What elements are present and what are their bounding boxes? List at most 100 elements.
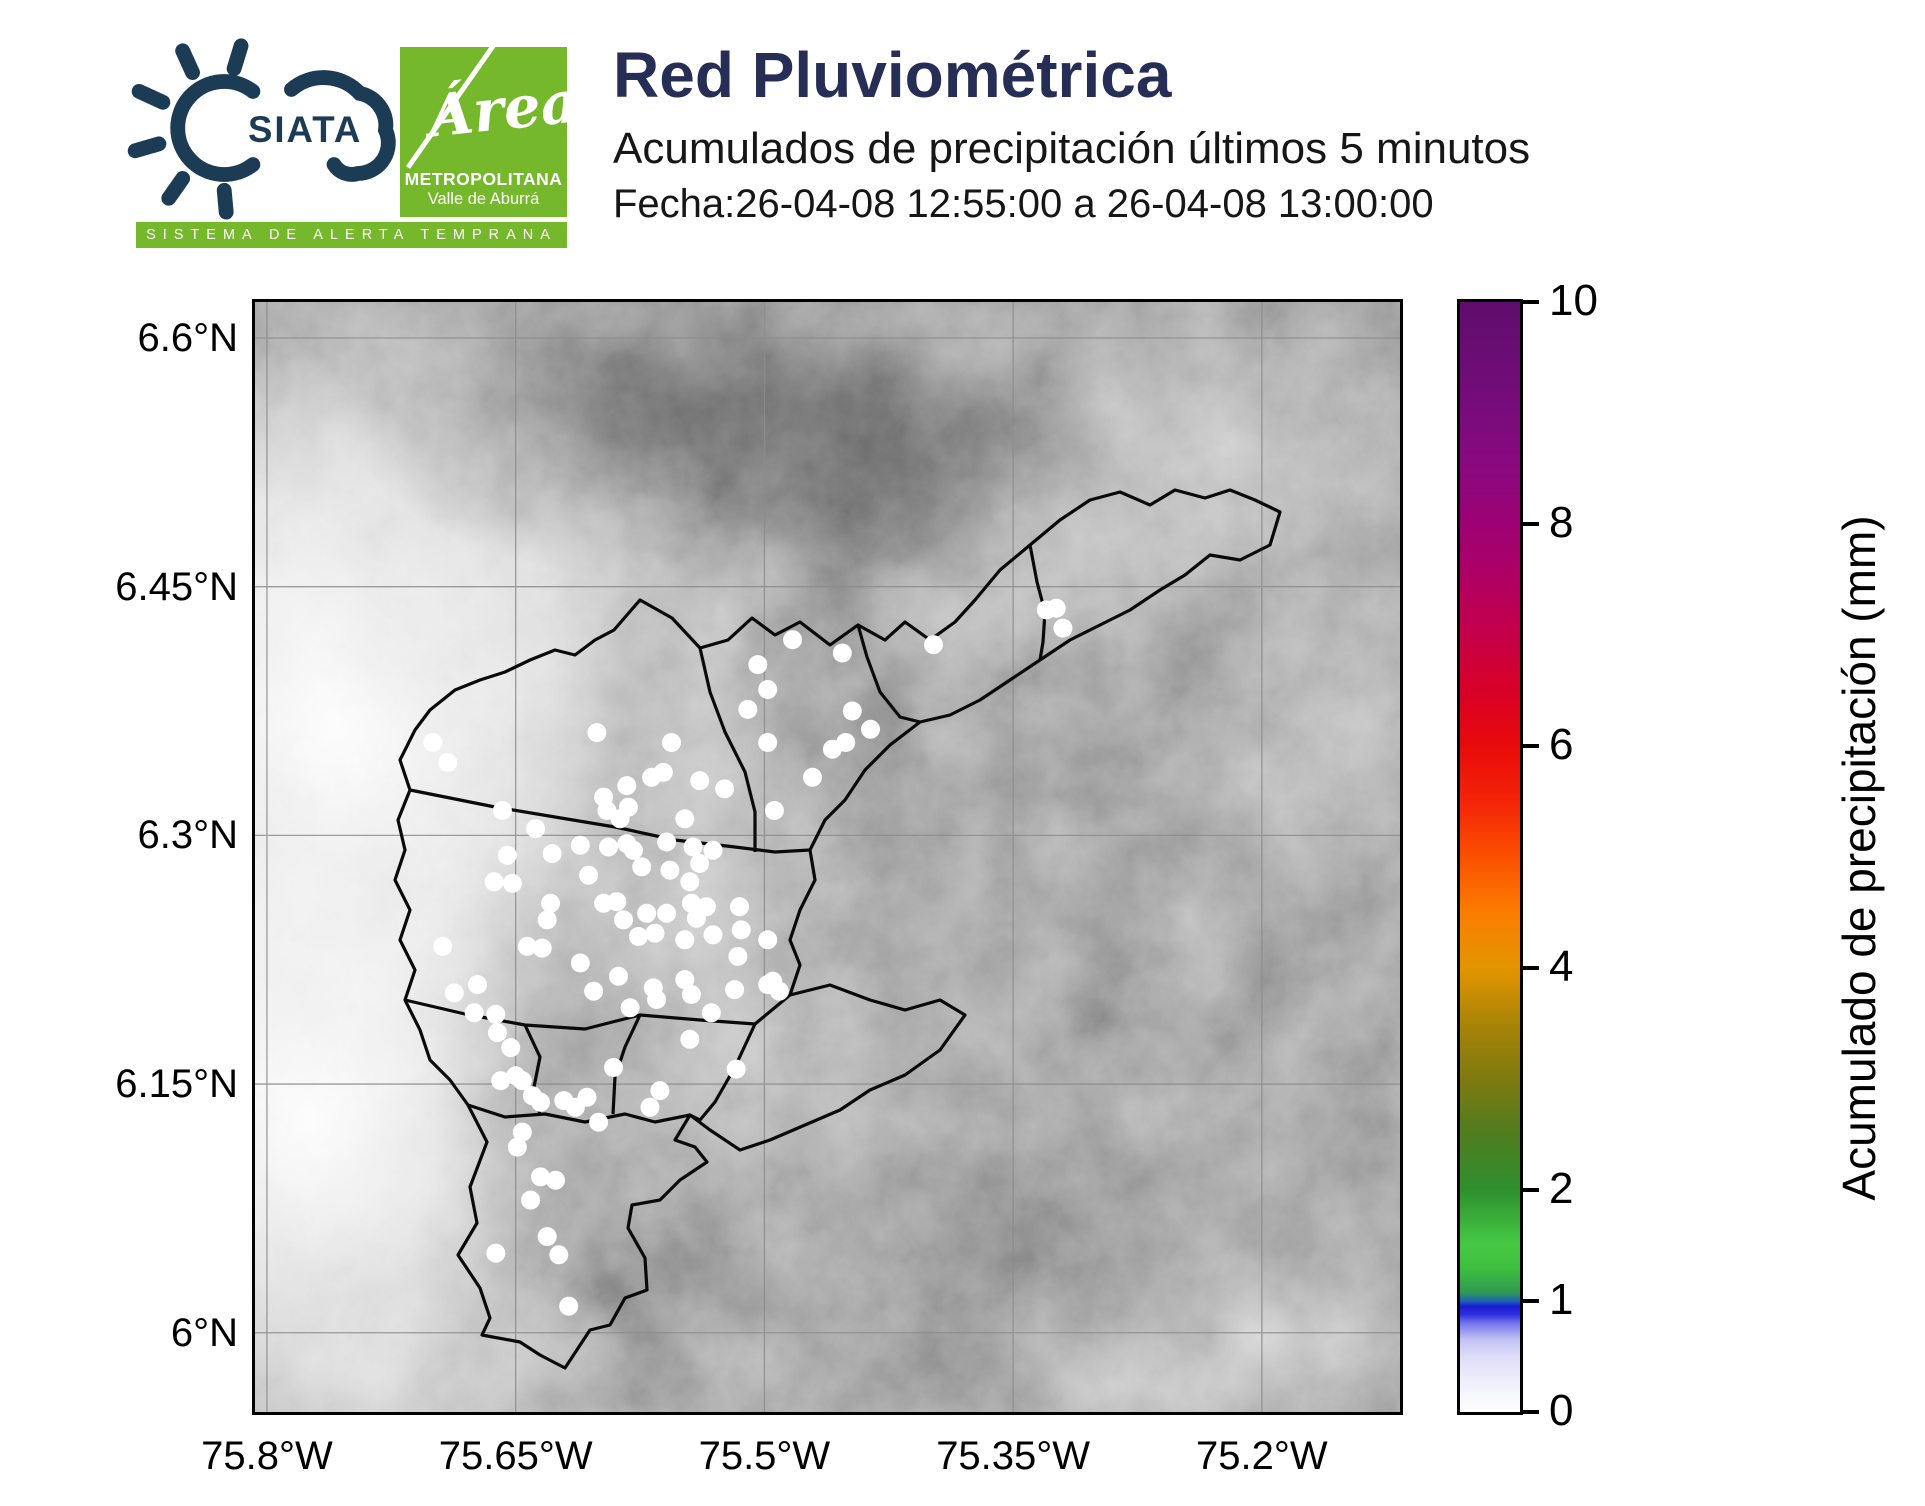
rain-gauge-dot xyxy=(703,840,723,860)
rain-gauge-dot xyxy=(1046,598,1066,618)
rain-gauge-dot xyxy=(660,860,680,880)
rain-gauge-dot xyxy=(587,723,607,743)
rain-gauge-dot xyxy=(487,1023,507,1043)
rain-gauge-dot xyxy=(675,970,695,990)
rain-gauge-dot xyxy=(507,1137,527,1157)
rain-gauge-dot xyxy=(681,985,701,1004)
rain-gauge-dot xyxy=(861,719,880,739)
colorbar-tick-label: 6 xyxy=(1549,720,1574,769)
rain-gauge-dot xyxy=(728,946,748,966)
rain-gauge-dot xyxy=(599,837,618,857)
rain-gauge-dot xyxy=(559,1296,579,1316)
station-dots xyxy=(423,598,1073,1316)
rain-gauge-dot xyxy=(537,910,557,930)
rain-gauge-dot xyxy=(502,873,522,893)
rain-gauge-dot xyxy=(758,733,778,752)
rain-gauge-dot xyxy=(731,920,751,940)
rain-gauge-dot xyxy=(748,655,768,675)
siata-logo: SIATA xyxy=(127,38,396,220)
rain-gauge-dot xyxy=(491,1071,511,1091)
rain-gauge-dot xyxy=(647,990,667,1009)
rain-gauge-dot xyxy=(653,762,673,782)
rain-gauge-dot xyxy=(623,840,643,860)
colorbar-tick-label: 8 xyxy=(1549,498,1574,547)
rain-gauge-dot xyxy=(675,930,695,950)
page-subtitle: Acumulados de precipitación últimos 5 mi… xyxy=(613,124,1531,173)
rain-gauge-dot xyxy=(614,910,633,930)
municipality-boundary xyxy=(698,647,757,852)
rain-gauge-dot xyxy=(617,776,637,796)
municipality-boundary xyxy=(689,1023,757,1122)
rain-gauge-dot xyxy=(690,854,710,873)
rain-gauge-dot xyxy=(783,630,803,650)
page-title: Red Pluviométrica xyxy=(613,39,1172,111)
rain-gauge-dot xyxy=(738,699,758,719)
rain-gauge-dot xyxy=(632,857,652,877)
rain-gauge-dot xyxy=(579,865,599,885)
rain-gauge-dot xyxy=(680,1029,700,1049)
colorbar-tick-mark xyxy=(1523,300,1539,304)
rain-gauge-dot xyxy=(433,936,453,956)
siata-logo-text: SIATA xyxy=(248,109,362,150)
rain-gauge-dot xyxy=(497,845,517,865)
x-tick-label: 75.65°W xyxy=(438,1434,593,1478)
area-script-text: Área xyxy=(424,67,567,151)
colorbar-tick-mark xyxy=(1523,1410,1539,1414)
rain-gauge-dot xyxy=(832,643,852,663)
x-tick-label: 75.35°W xyxy=(936,1434,1091,1478)
colorbar-tick-mark xyxy=(1523,1299,1539,1303)
rain-gauge-dot xyxy=(609,966,628,986)
rain-gauge-dot xyxy=(620,998,640,1018)
rain-gauge-dot xyxy=(532,938,552,958)
colorbar-tick-label: 1 xyxy=(1549,1275,1574,1324)
rain-gauge-dot xyxy=(438,752,458,772)
rain-gauge-dot xyxy=(464,1003,484,1023)
rain-gauge-dot xyxy=(730,897,749,917)
rain-gauge-dot xyxy=(924,635,943,655)
colorbar-gradient xyxy=(1460,302,1520,1412)
rain-gauge-dot xyxy=(512,1071,532,1091)
rain-gauge-dot xyxy=(531,1092,550,1112)
municipality-boundary xyxy=(467,1103,691,1124)
rain-gauge-dot xyxy=(715,779,735,799)
rain-gauge-dot xyxy=(657,832,677,852)
rain-gauge-dot xyxy=(546,1170,565,1190)
rain-gauge-dot xyxy=(607,892,627,912)
rain-gauge-dot xyxy=(486,1004,506,1024)
rain-gauge-dot xyxy=(758,930,778,950)
x-tick-label: 75.5°W xyxy=(698,1434,831,1478)
rain-gauge-dot xyxy=(589,1112,609,1132)
rain-gauge-dot xyxy=(657,903,677,923)
rain-gauge-dot xyxy=(577,1087,597,1107)
rain-gauge-dot xyxy=(570,835,590,855)
rain-gauge-dot xyxy=(537,1227,557,1247)
colorbar-tick-mark xyxy=(1523,744,1539,748)
rain-gauge-dot xyxy=(541,893,560,913)
rain-gauge-dot xyxy=(726,1059,746,1079)
terrain-layer xyxy=(255,302,1400,1412)
rain-gauge-dot xyxy=(492,801,512,820)
area-logo-line2: Valle de Aburrá xyxy=(427,190,540,208)
rain-gauge-dot xyxy=(512,1122,532,1142)
rain-gauge-dot xyxy=(662,733,681,752)
rain-gauge-dot xyxy=(640,1097,660,1117)
rain-gauge-dot xyxy=(526,819,546,839)
rain-gauge-dot xyxy=(803,767,822,787)
grid-lines xyxy=(255,302,1400,1412)
municipality-boundary xyxy=(393,488,1282,1370)
rain-gauge-dot xyxy=(683,837,703,857)
rain-gauge-dot xyxy=(703,925,723,945)
rain-gauge-dot xyxy=(542,844,562,864)
y-tick-label: 6.45°N xyxy=(115,564,238,609)
rain-gauge-dot xyxy=(501,1038,521,1058)
rain-gauge-dot xyxy=(725,980,745,1000)
rain-gauge-dot xyxy=(690,771,710,791)
rain-gauge-dot xyxy=(822,739,842,759)
rain-gauge-dot xyxy=(842,701,862,721)
area-metropolitana-logo: Área METROPOLITANA Valle de Aburrá xyxy=(400,47,567,217)
rain-gauge-dot xyxy=(769,981,789,1001)
rain-gauge-dot xyxy=(549,1245,569,1265)
rain-gauge-dot xyxy=(468,975,487,995)
rain-gauge-dot xyxy=(584,981,604,1001)
area-logo-line1: METROPOLITANA xyxy=(404,169,563,189)
